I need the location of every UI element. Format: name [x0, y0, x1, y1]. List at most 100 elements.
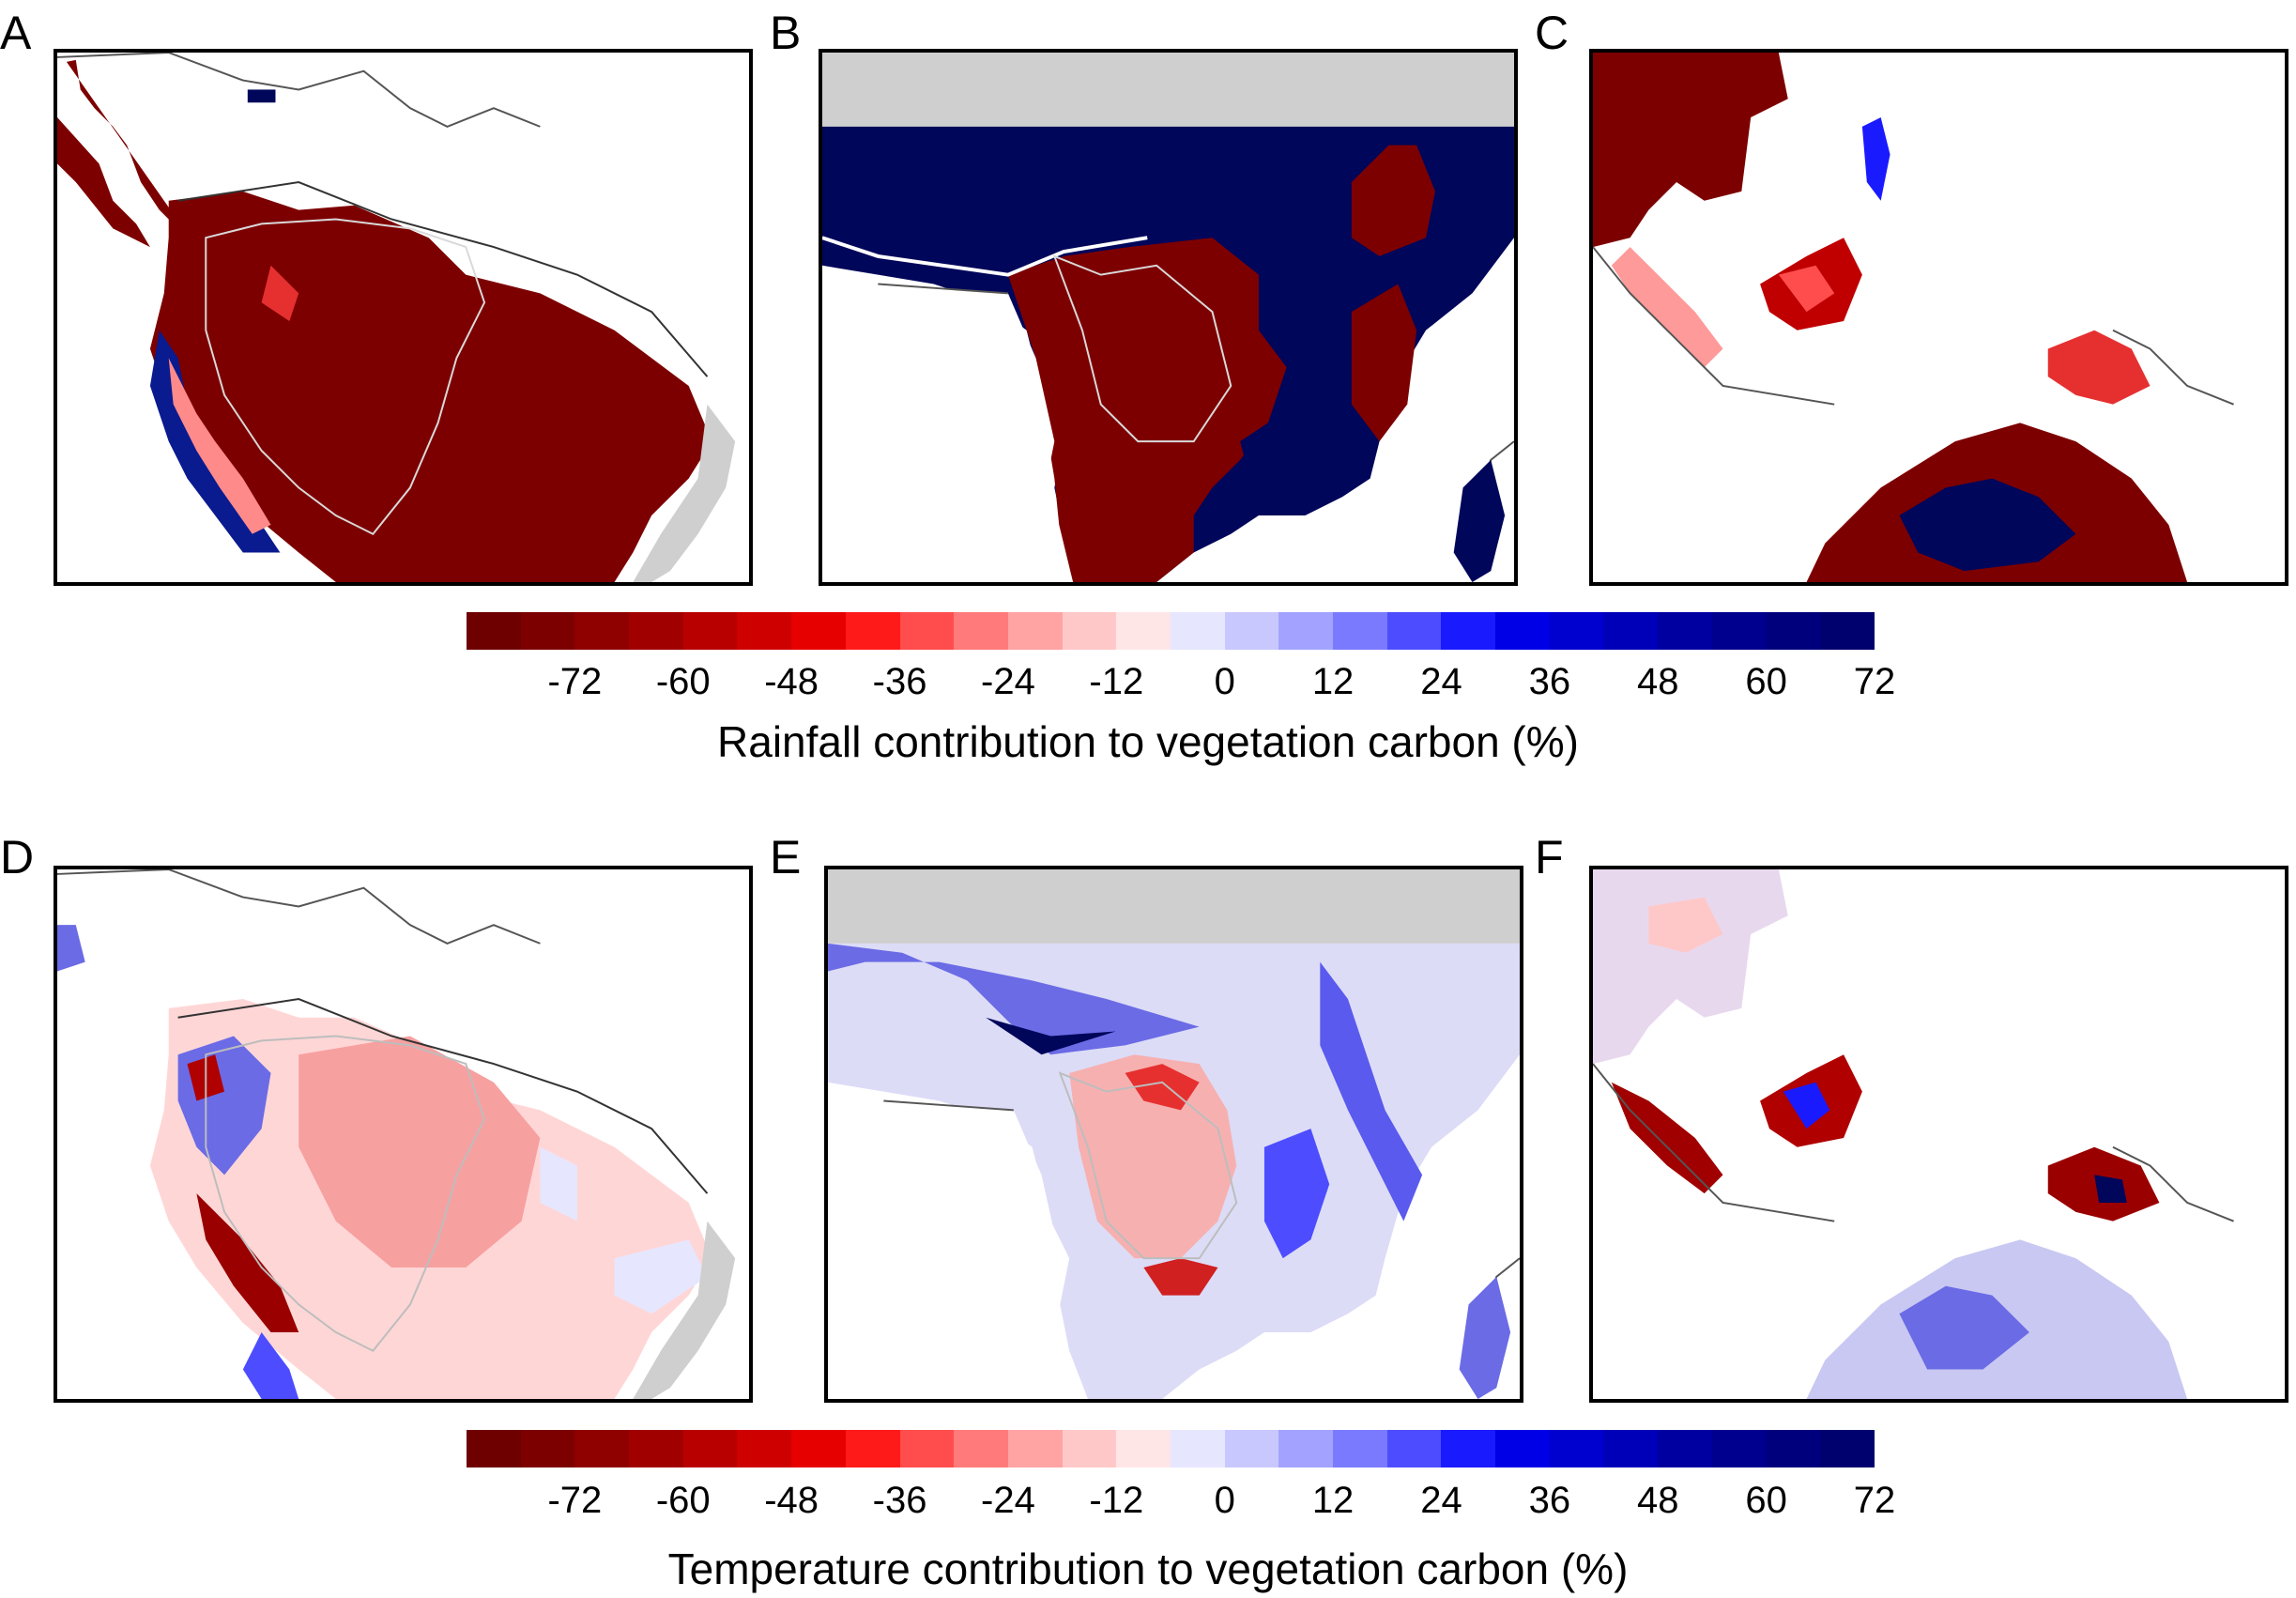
colorbar-swatch — [1658, 612, 1712, 650]
colorbar-tick-label: 24 — [1420, 1480, 1462, 1521]
colorbar-tick-label: 0 — [1214, 1480, 1235, 1521]
colorbar-swatch — [1224, 1430, 1279, 1467]
colorbar-swatch — [629, 1430, 683, 1467]
colorbar-swatch — [791, 612, 846, 650]
map-panel-e — [824, 866, 1523, 1403]
colorbar-temperature — [467, 1430, 1875, 1467]
colorbar-temperature-label: Temperature contribution to vegetation c… — [667, 1544, 1629, 1593]
colorbar-rainfall-ticks: -72 -60 -48 -36 -24 -12 0 12 24 36 48 60 72 — [467, 661, 1895, 702]
colorbar-swatch — [574, 612, 630, 650]
colorbar-swatch — [899, 612, 955, 650]
map-c-graphic — [1593, 53, 2234, 582]
colorbar-swatch — [1224, 612, 1279, 650]
colorbar-tick-label: 48 — [1636, 1480, 1679, 1521]
map-panel-a — [54, 49, 753, 586]
colorbar-swatch — [1441, 1430, 1496, 1467]
colorbar-tick-label: 72 — [1853, 1480, 1896, 1521]
colorbar-swatch — [1278, 1430, 1333, 1467]
colorbar-swatch — [467, 612, 521, 650]
colorbar-swatch — [1007, 1430, 1063, 1467]
colorbar-tick-label: 36 — [1528, 1480, 1571, 1521]
colorbar-swatch — [845, 612, 900, 650]
colorbar-swatch — [1495, 1430, 1550, 1467]
colorbar-tick-label: 0 — [1214, 661, 1235, 702]
map-panel-b — [819, 49, 1518, 586]
colorbar-swatch — [1820, 612, 1875, 650]
panel-letter-a: A — [0, 7, 32, 59]
colorbar-swatch — [520, 612, 575, 650]
map-panel-f — [1589, 866, 2288, 1403]
colorbar-tick-label: -72 — [547, 661, 603, 702]
colorbar-tick-label: 60 — [1745, 661, 1787, 702]
colorbar-swatch — [1603, 612, 1659, 650]
colorbar-swatch — [520, 1430, 575, 1467]
colorbar-swatch — [1062, 612, 1117, 650]
colorbar-swatch — [1711, 1430, 1767, 1467]
colorbar-swatch — [899, 1430, 955, 1467]
colorbar-swatch — [954, 612, 1008, 650]
colorbar-swatch — [1711, 612, 1767, 650]
colorbar-swatch — [574, 1430, 630, 1467]
colorbar-tick-label: -36 — [872, 661, 927, 702]
panel-letter-c: C — [1535, 7, 1569, 59]
colorbar-swatch — [1333, 1430, 1387, 1467]
colorbar-swatch — [1278, 612, 1333, 650]
colorbar-swatch — [1766, 612, 1821, 650]
colorbar-tick-label: -60 — [655, 661, 711, 702]
panel-letter-b: B — [770, 7, 802, 59]
colorbar-swatch — [1386, 1430, 1442, 1467]
colorbar-swatch — [1549, 1430, 1604, 1467]
map-d-graphic — [57, 869, 736, 1399]
map-f-graphic — [1593, 869, 2234, 1399]
colorbar-tick-label: 60 — [1745, 1480, 1787, 1521]
colorbar-tick-label: -12 — [1089, 1480, 1144, 1521]
colorbar-tick-label: -24 — [981, 1480, 1035, 1521]
colorbar-tick-label: -60 — [655, 1480, 711, 1521]
panel-letter-e: E — [770, 831, 802, 884]
map-b-graphic — [822, 53, 1514, 582]
colorbar-swatch — [467, 1430, 521, 1467]
colorbar-rainfall — [467, 612, 1875, 650]
colorbar-tick-label: -48 — [764, 1480, 819, 1521]
colorbar-swatch — [1441, 612, 1496, 650]
colorbar-swatch — [1820, 1430, 1875, 1467]
colorbar-tick-label: 48 — [1636, 661, 1679, 702]
colorbar-swatch — [682, 612, 738, 650]
colorbar-tick-label: -36 — [872, 1480, 927, 1521]
colorbar-swatch — [1062, 1430, 1117, 1467]
colorbar-tick-label: -72 — [547, 1480, 603, 1521]
colorbar-swatch — [1603, 1430, 1659, 1467]
colorbar-temperature-ticks: -72 -60 -48 -36 -24 -12 0 12 24 36 48 60 72 — [467, 1480, 1895, 1521]
map-e-graphic — [828, 869, 1520, 1399]
panel-letter-d: D — [0, 831, 35, 884]
colorbar-swatch — [737, 612, 792, 650]
colorbar-tick-label: -48 — [764, 661, 819, 702]
colorbar-tick-label: -24 — [981, 661, 1035, 702]
colorbar-swatch — [791, 1430, 846, 1467]
colorbar-swatch — [1333, 612, 1387, 650]
colorbar-tick-label: 36 — [1528, 661, 1571, 702]
colorbar-swatch — [1116, 612, 1171, 650]
colorbar-swatch — [629, 612, 683, 650]
map-panel-c — [1589, 49, 2288, 586]
colorbar-tick-label: -12 — [1089, 661, 1144, 702]
colorbar-swatch — [1658, 1430, 1712, 1467]
colorbar-swatch — [1386, 612, 1442, 650]
colorbar-swatch — [954, 1430, 1008, 1467]
colorbar-tick-label: 12 — [1311, 661, 1355, 702]
colorbar-swatch — [682, 1430, 738, 1467]
colorbar-swatch — [1170, 1430, 1225, 1467]
colorbar-swatch — [1549, 612, 1604, 650]
colorbar-swatch — [1116, 1430, 1171, 1467]
colorbar-swatch — [845, 1430, 900, 1467]
map-panel-d — [54, 866, 753, 1403]
colorbar-swatch — [1170, 612, 1225, 650]
colorbar-tick-label: 12 — [1311, 1480, 1355, 1521]
colorbar-swatch — [1495, 612, 1550, 650]
colorbar-swatch — [1007, 612, 1063, 650]
map-a-graphic — [57, 53, 736, 582]
colorbar-rainfall-label: Rainfall contribution to vegetation carb… — [717, 717, 1579, 766]
panel-letter-f: F — [1535, 831, 1564, 884]
colorbar-swatch — [737, 1430, 792, 1467]
colorbar-swatch — [1766, 1430, 1821, 1467]
